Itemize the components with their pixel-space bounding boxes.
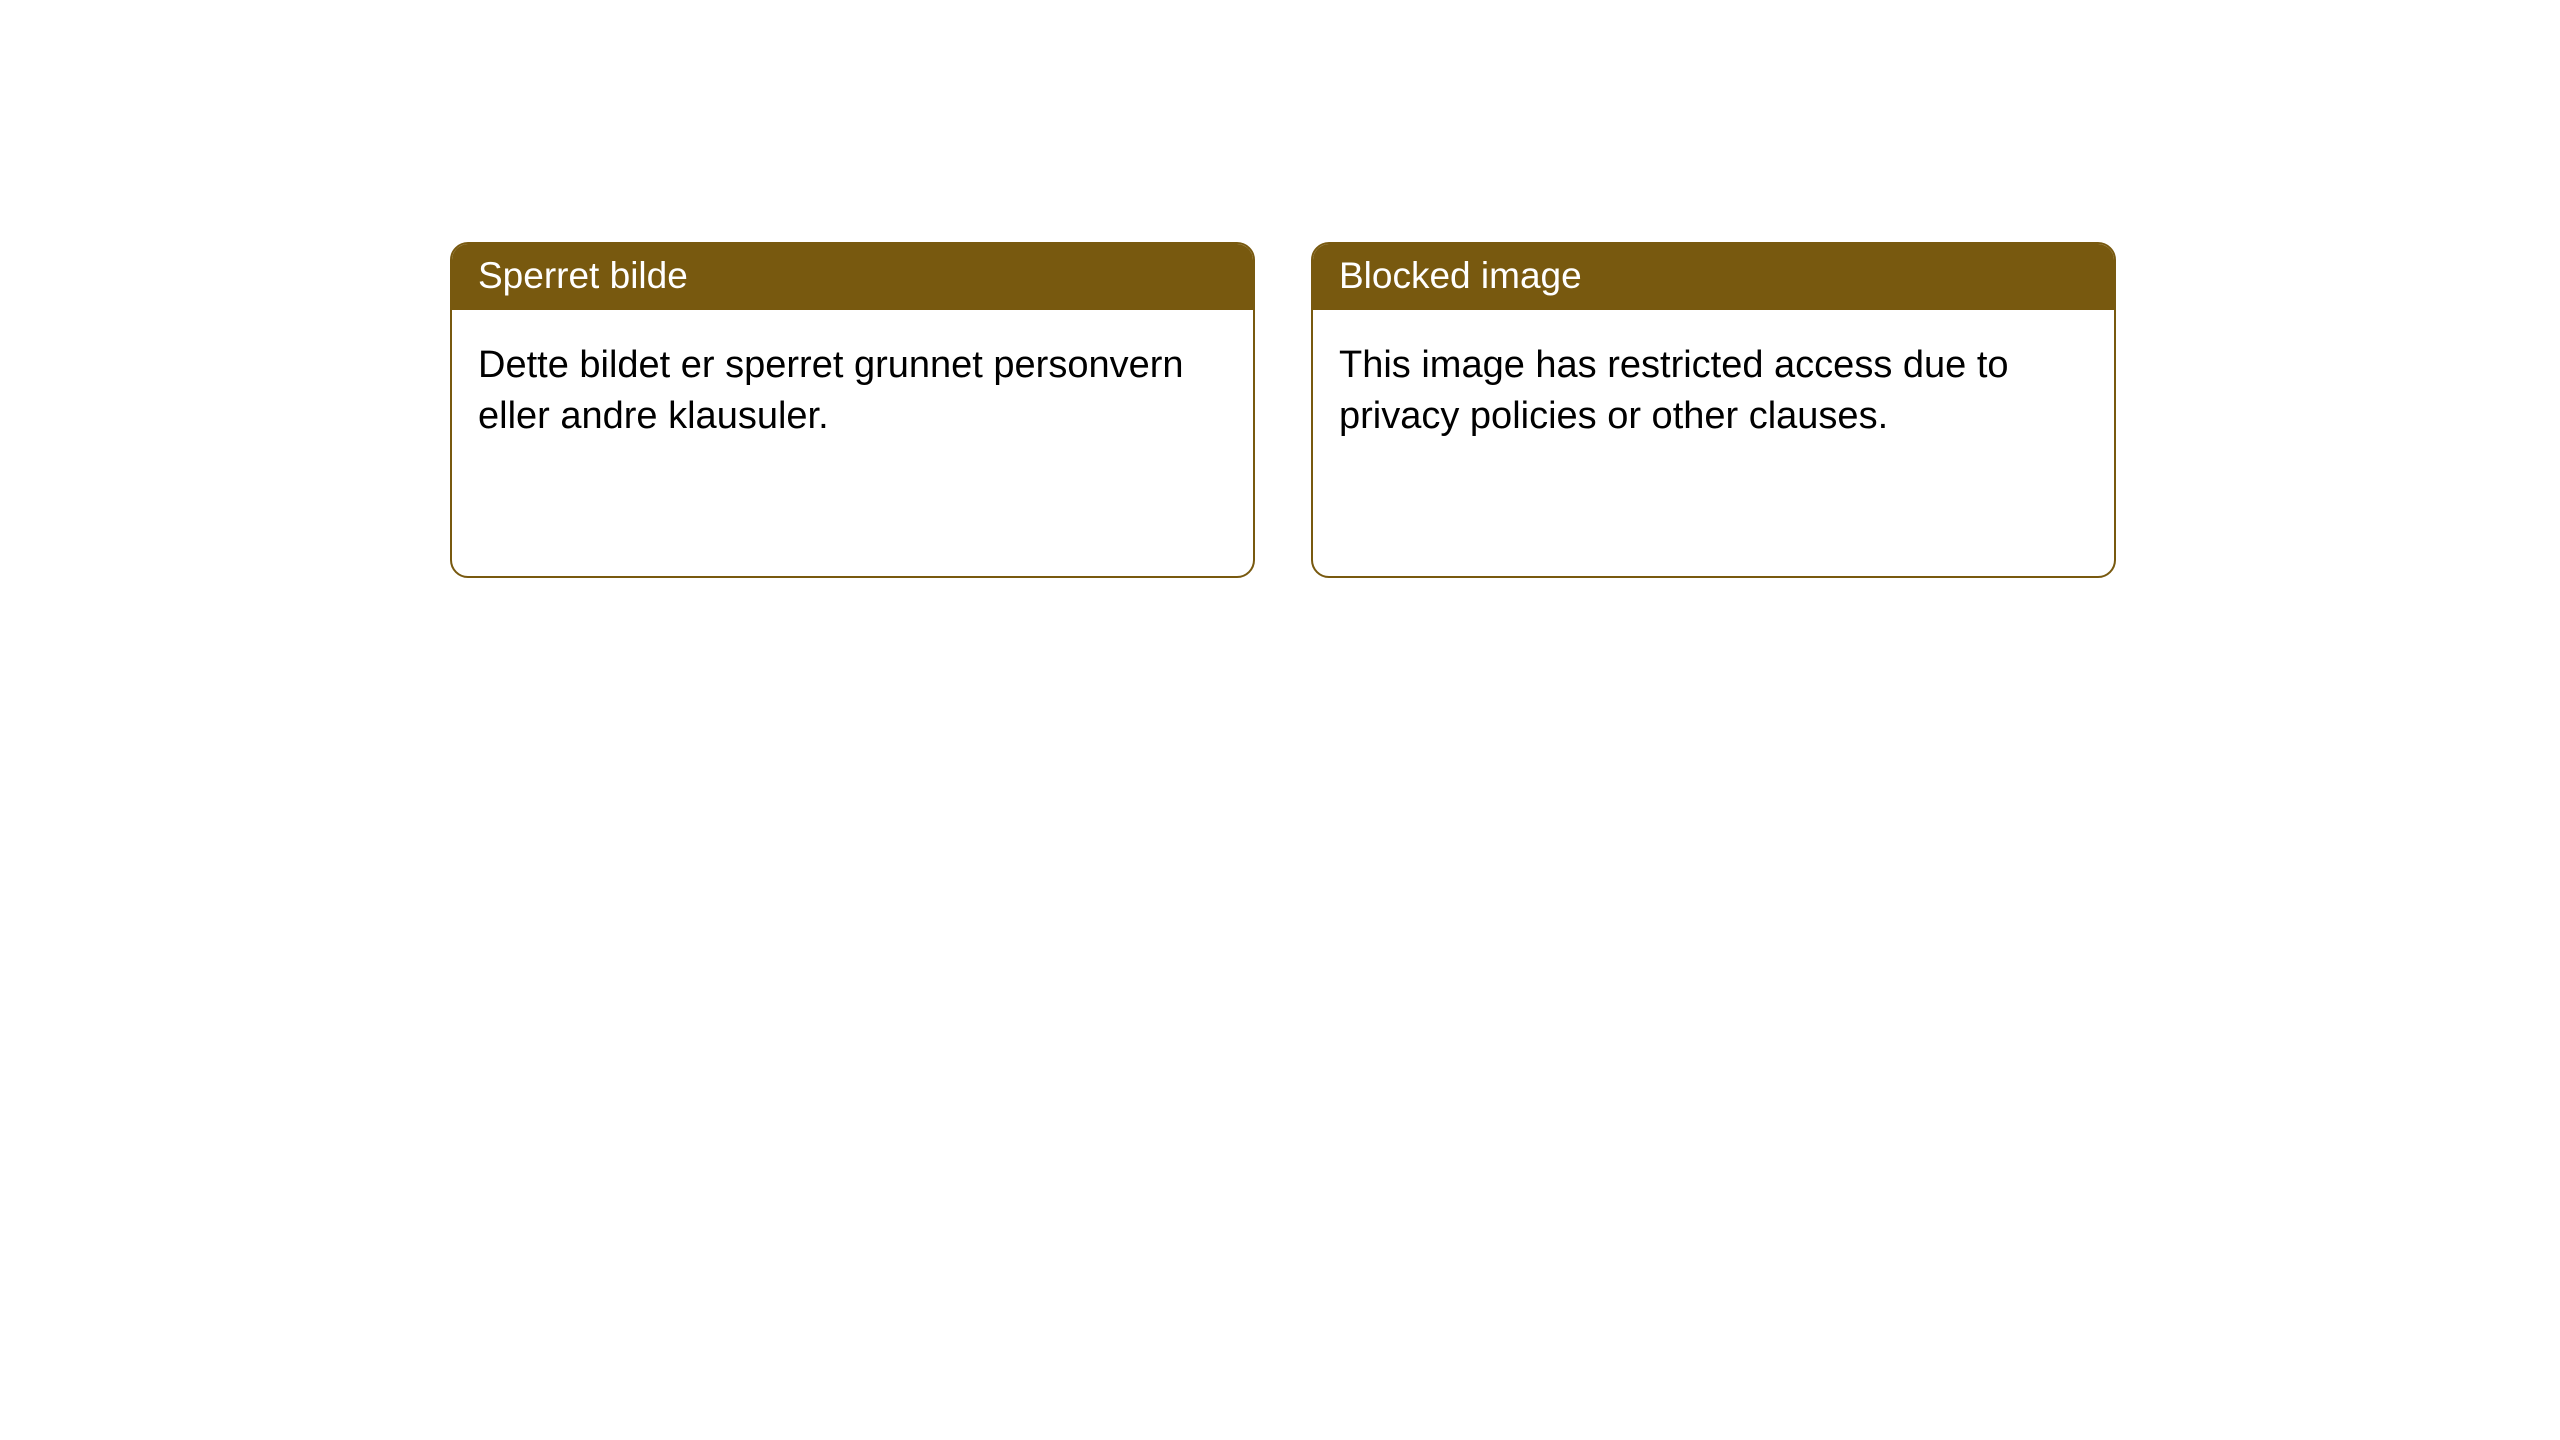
notice-card-norwegian: Sperret bilde Dette bildet er sperret gr… [450,242,1255,578]
notice-card-text: Dette bildet er sperret grunnet personve… [478,344,1184,437]
notice-card-row: Sperret bilde Dette bildet er sperret gr… [0,0,2560,578]
notice-card-text: This image has restricted access due to … [1339,344,2009,437]
notice-card-title: Blocked image [1339,255,1582,296]
notice-card-body: This image has restricted access due to … [1313,310,2114,473]
notice-card-header: Sperret bilde [452,244,1253,310]
notice-card-english: Blocked image This image has restricted … [1311,242,2116,578]
notice-card-title: Sperret bilde [478,255,688,296]
notice-card-body: Dette bildet er sperret grunnet personve… [452,310,1253,473]
notice-card-header: Blocked image [1313,244,2114,310]
